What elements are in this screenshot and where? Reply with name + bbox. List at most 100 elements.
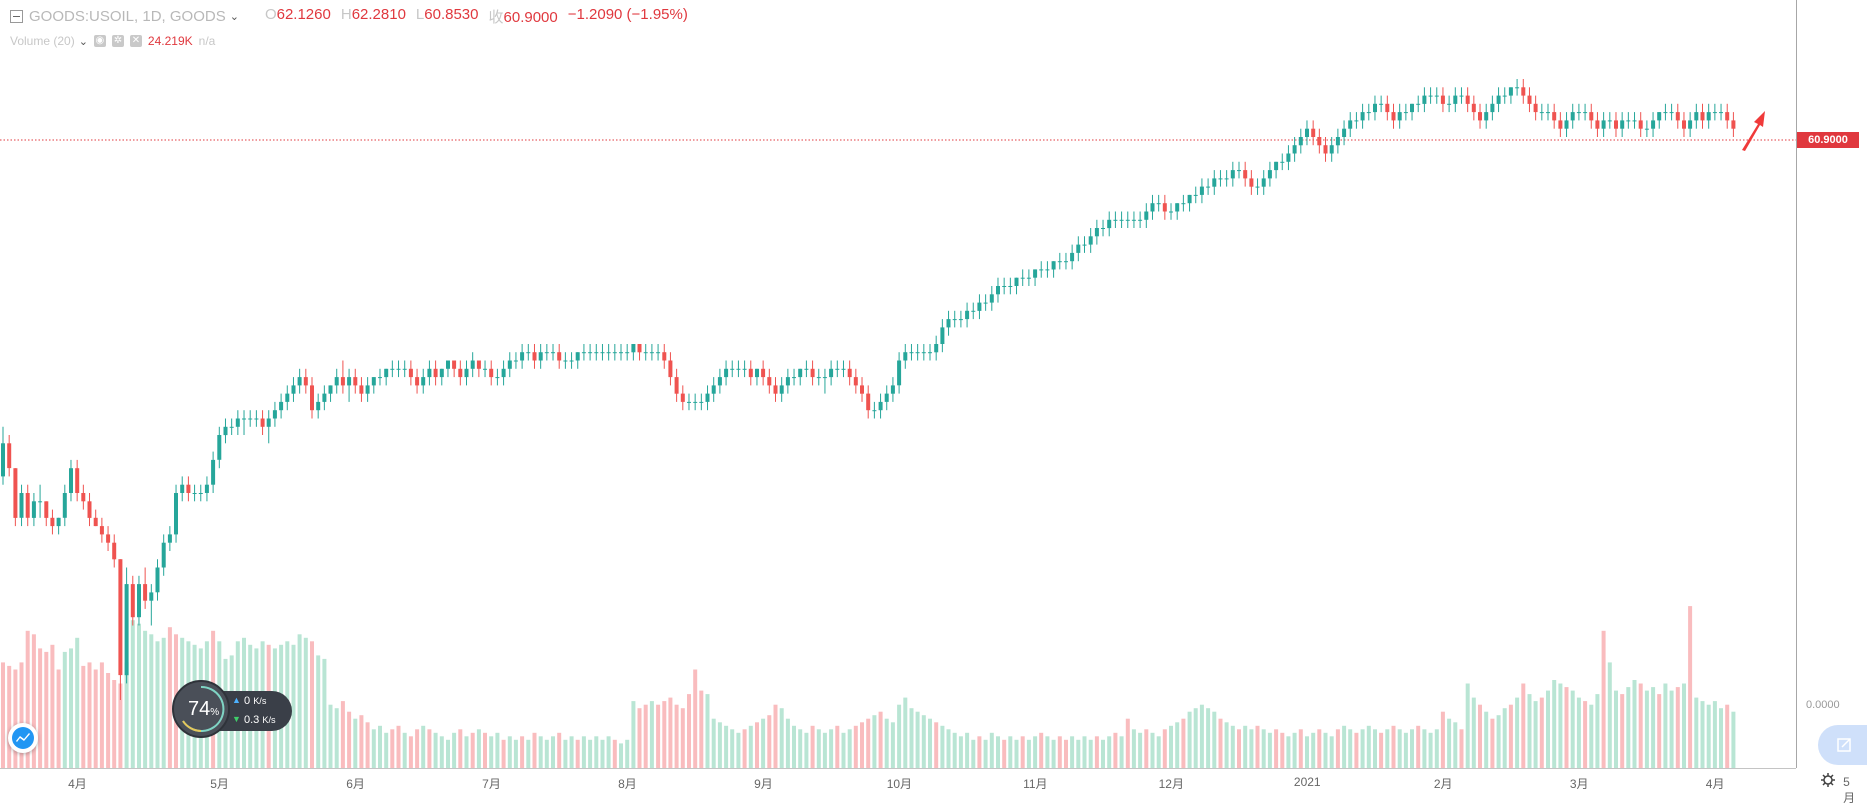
candle [507,352,512,378]
volume-bar [1261,729,1266,768]
volume-bar [575,739,580,768]
trend-arrow-annotation[interactable] [1742,111,1765,151]
volume-bar [785,718,790,768]
price-chart[interactable] [0,0,1796,768]
volume-bar [643,704,648,768]
candle [965,302,970,328]
candle [1657,112,1662,129]
edit-button[interactable] [1818,725,1867,765]
candle [1595,112,1600,137]
open-value: 62.1260 [276,6,331,23]
volume-bar [730,729,735,768]
candle-body [1218,178,1223,180]
candle [600,344,605,361]
candle [1700,103,1705,129]
candle-body [1082,244,1087,246]
candle-body [322,393,327,402]
candle [822,368,827,394]
candle [1249,170,1254,195]
candle [198,484,203,502]
candle [1712,103,1717,121]
eye-icon[interactable]: ◉ [93,35,106,47]
volume-bar [724,725,729,768]
candle-body [1354,120,1359,122]
volume-bar [452,732,457,768]
volume-bar [149,634,154,768]
candle [1101,219,1105,237]
candle-body [544,352,549,354]
candle [235,410,240,435]
remove-icon[interactable]: ✕ [129,35,142,47]
candle [334,368,339,394]
candle [421,368,426,394]
volume-bar [1385,729,1390,768]
candle-body [464,368,469,378]
candle [1329,137,1334,162]
volume-bar [1311,732,1316,768]
candle [841,360,846,378]
candle [1212,170,1217,195]
candle-body [198,493,203,494]
volume-bar [853,725,858,768]
candle [279,393,284,419]
candle-body [1255,186,1260,188]
candle [989,286,994,311]
volume-chevron-icon[interactable]: ⌄ [78,35,88,48]
candle-body [1694,112,1699,121]
volume-bar [501,739,506,768]
candle [378,368,382,386]
candle-body [1397,112,1402,121]
volume-bar [378,725,382,768]
candle-body [353,377,358,386]
volume-bar [1014,739,1019,768]
candle-body [1638,120,1643,129]
gear-icon[interactable] [1820,772,1836,788]
network-speed-widget[interactable]: 74% ▲ 0 K/s ▼ 0.3 K/s [172,680,292,738]
candle [1620,112,1625,137]
candle [81,484,86,510]
candle [1181,194,1186,212]
volume-bar [711,718,716,768]
candle [724,360,729,386]
volume-bar [1434,729,1439,768]
volume-bar [415,729,420,768]
candle-body [1187,194,1192,204]
candle [748,360,753,386]
change-value: −1.2090 (−1.95%) [567,6,688,23]
candle-body [878,401,883,411]
candle [347,368,352,402]
candle-body [1175,203,1180,212]
volume-bar [1212,711,1217,768]
candle [1434,87,1439,104]
settings-icon[interactable]: ✲ [111,35,124,47]
candle-body [612,352,617,354]
collapse-icon[interactable] [10,10,23,23]
volume-bar [1675,687,1680,768]
candle-body [1496,95,1501,104]
candle [229,418,234,435]
candle-body [483,368,487,370]
candle-body [476,360,481,369]
volume-bar [625,739,630,768]
volume-bar [903,697,908,768]
candle [563,352,568,369]
candle [1496,87,1501,113]
candle-body [1305,128,1309,137]
candle-body [594,352,599,354]
candle-body [1280,161,1285,163]
candle [1237,161,1241,179]
volume-bar [1515,697,1520,768]
candle-body [841,368,846,370]
tradingview-logo-icon[interactable] [8,723,38,753]
symbol-label[interactable]: GOODS:USOIL, 1D, GOODS [29,8,226,25]
candle [174,484,178,543]
candle [934,335,939,361]
candle-body [118,559,123,676]
volume-bar [1373,729,1377,768]
volume-bar [384,732,389,768]
volume-bar [1471,697,1476,768]
volume-bar [1731,711,1736,768]
chevron-down-icon[interactable]: ⌄ [229,11,239,23]
volume-label[interactable]: Volume (20) [10,34,75,48]
candle [816,368,821,386]
